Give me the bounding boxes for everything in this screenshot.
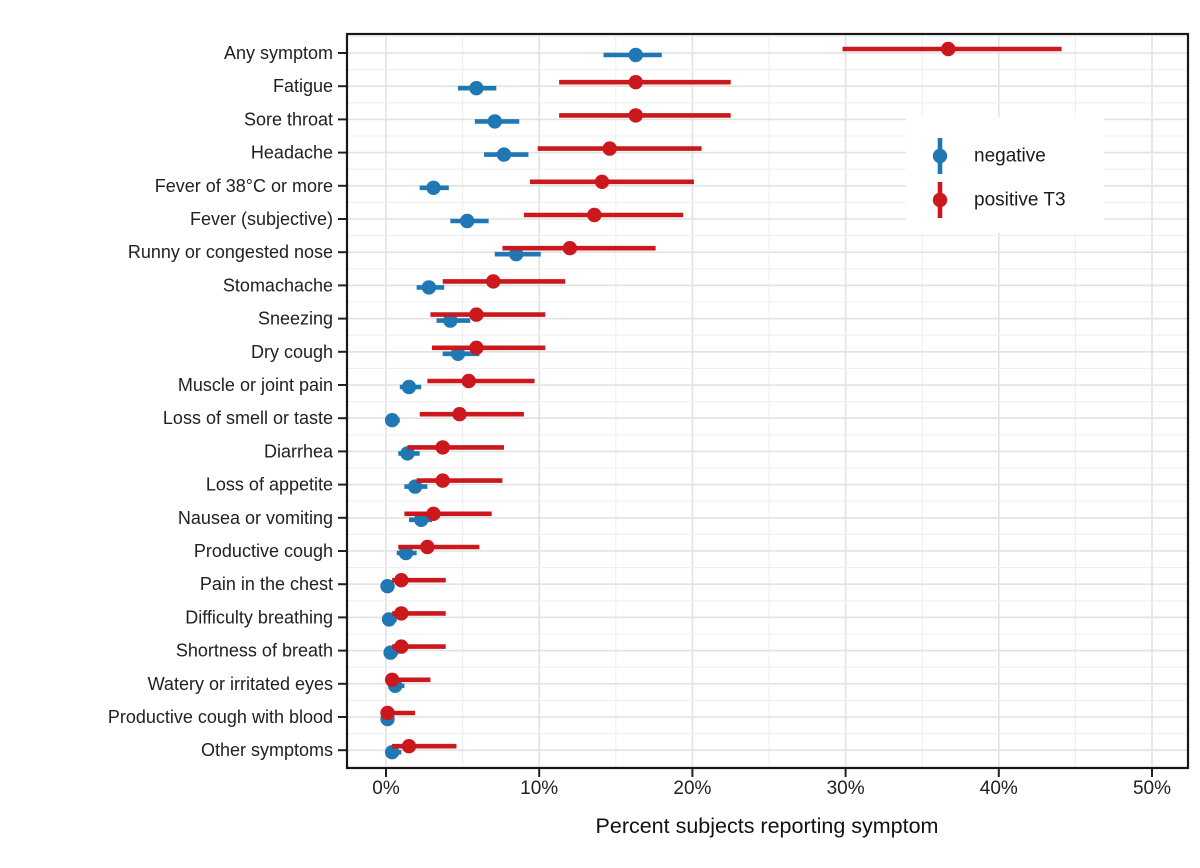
point-negative: [496, 147, 512, 162]
point-negative: [383, 645, 398, 660]
x-tick-label: 20%: [673, 778, 711, 799]
point-negative: [450, 346, 466, 361]
point-negative: [384, 413, 400, 428]
point-positive-t3: [461, 373, 476, 389]
point-positive-t3: [394, 573, 409, 588]
point-negative: [398, 545, 414, 561]
point-negative: [407, 479, 423, 494]
category-label: Fever of 38°C or more: [155, 176, 333, 196]
point-negative: [487, 114, 502, 129]
x-tick-label: 50%: [1133, 778, 1171, 799]
point-positive-t3: [435, 473, 450, 488]
legend-entry-negative: negative: [932, 138, 1046, 174]
legend-label-negative: negative: [974, 146, 1046, 167]
x-tick-label: 30%: [827, 778, 865, 799]
x-tick-label: 40%: [980, 778, 1018, 799]
legend-entry-positive-t3: positive T3: [932, 182, 1066, 218]
category-label: Pain in the chest: [200, 574, 333, 594]
point-positive-t3: [628, 75, 643, 90]
category-label: Shortness of breath: [176, 641, 333, 661]
point-negative: [426, 180, 441, 195]
point-positive-t3: [602, 141, 617, 156]
data-marks-group: [380, 41, 1062, 760]
category-label: Dry cough: [251, 342, 333, 362]
category-label: Stomachache: [223, 275, 333, 295]
x-tick-label: 0%: [372, 778, 400, 799]
point-positive-t3: [426, 506, 441, 521]
point-negative: [401, 379, 417, 395]
category-label: Loss of appetite: [206, 475, 333, 495]
legend-background: [906, 117, 1104, 233]
point-positive-t3: [941, 41, 956, 57]
point-negative: [509, 247, 524, 262]
point-positive-t3: [587, 207, 602, 223]
point-positive-t3: [628, 108, 643, 123]
point-negative: [469, 81, 484, 96]
category-label: Runny or congested nose: [128, 242, 333, 262]
axes-group: 0% 10% 20% 30% 40% 50% Any symptom Fatigue Sore …: [108, 43, 1171, 799]
category-label: Loss of smell or taste: [163, 408, 333, 428]
legend-key-point-positive-t3: [932, 192, 948, 208]
point-negative: [459, 213, 475, 229]
point-positive-t3: [594, 174, 610, 189]
point-negative: [384, 745, 400, 760]
point-positive-t3: [420, 539, 435, 555]
x-tick-label: 10%: [520, 778, 558, 799]
point-negative: [400, 446, 415, 461]
point-negative: [628, 47, 643, 63]
category-label: Difficulty breathing: [185, 607, 333, 627]
point-positive-t3: [394, 639, 409, 654]
point-positive-t3: [384, 672, 400, 687]
point-positive-t3: [401, 739, 417, 754]
point-positive-t3: [562, 241, 578, 256]
point-positive-t3: [394, 606, 409, 621]
point-positive-t3: [435, 440, 450, 455]
category-label: Productive cough with blood: [108, 707, 333, 727]
legend-key-point-negative: [932, 148, 948, 164]
point-positive-t3: [452, 407, 467, 422]
point-negative: [380, 579, 395, 594]
category-label: Fatigue: [273, 76, 333, 96]
point-positive-t3: [469, 307, 484, 322]
category-label: Watery or irritated eyes: [148, 674, 333, 694]
category-label: Fever (subjective): [190, 209, 333, 229]
legend-label-positive-t3: positive T3: [974, 190, 1066, 211]
category-label: Nausea or vomiting: [178, 508, 333, 528]
category-label: Any symptom: [224, 43, 333, 63]
category-label: Muscle or joint pain: [178, 375, 333, 395]
point-positive-t3: [486, 274, 501, 289]
category-label: Headache: [251, 143, 333, 163]
panel-border: [345, 32, 1190, 770]
category-label: Diarrhea: [264, 441, 334, 461]
point-positive-t3: [469, 340, 484, 355]
point-negative: [421, 280, 437, 295]
point-negative: [443, 313, 458, 328]
legend: negative positive T3: [906, 117, 1104, 233]
point-positive-t3: [380, 705, 395, 721]
point-negative: [381, 612, 397, 627]
x-axis-title: Percent subjects reporting symptom: [596, 814, 939, 838]
category-label: Sore throat: [244, 109, 333, 129]
category-label: Sneezing: [258, 309, 333, 329]
point-negative: [414, 512, 429, 527]
category-label: Productive cough: [194, 541, 333, 561]
category-label: Other symptoms: [201, 740, 333, 760]
